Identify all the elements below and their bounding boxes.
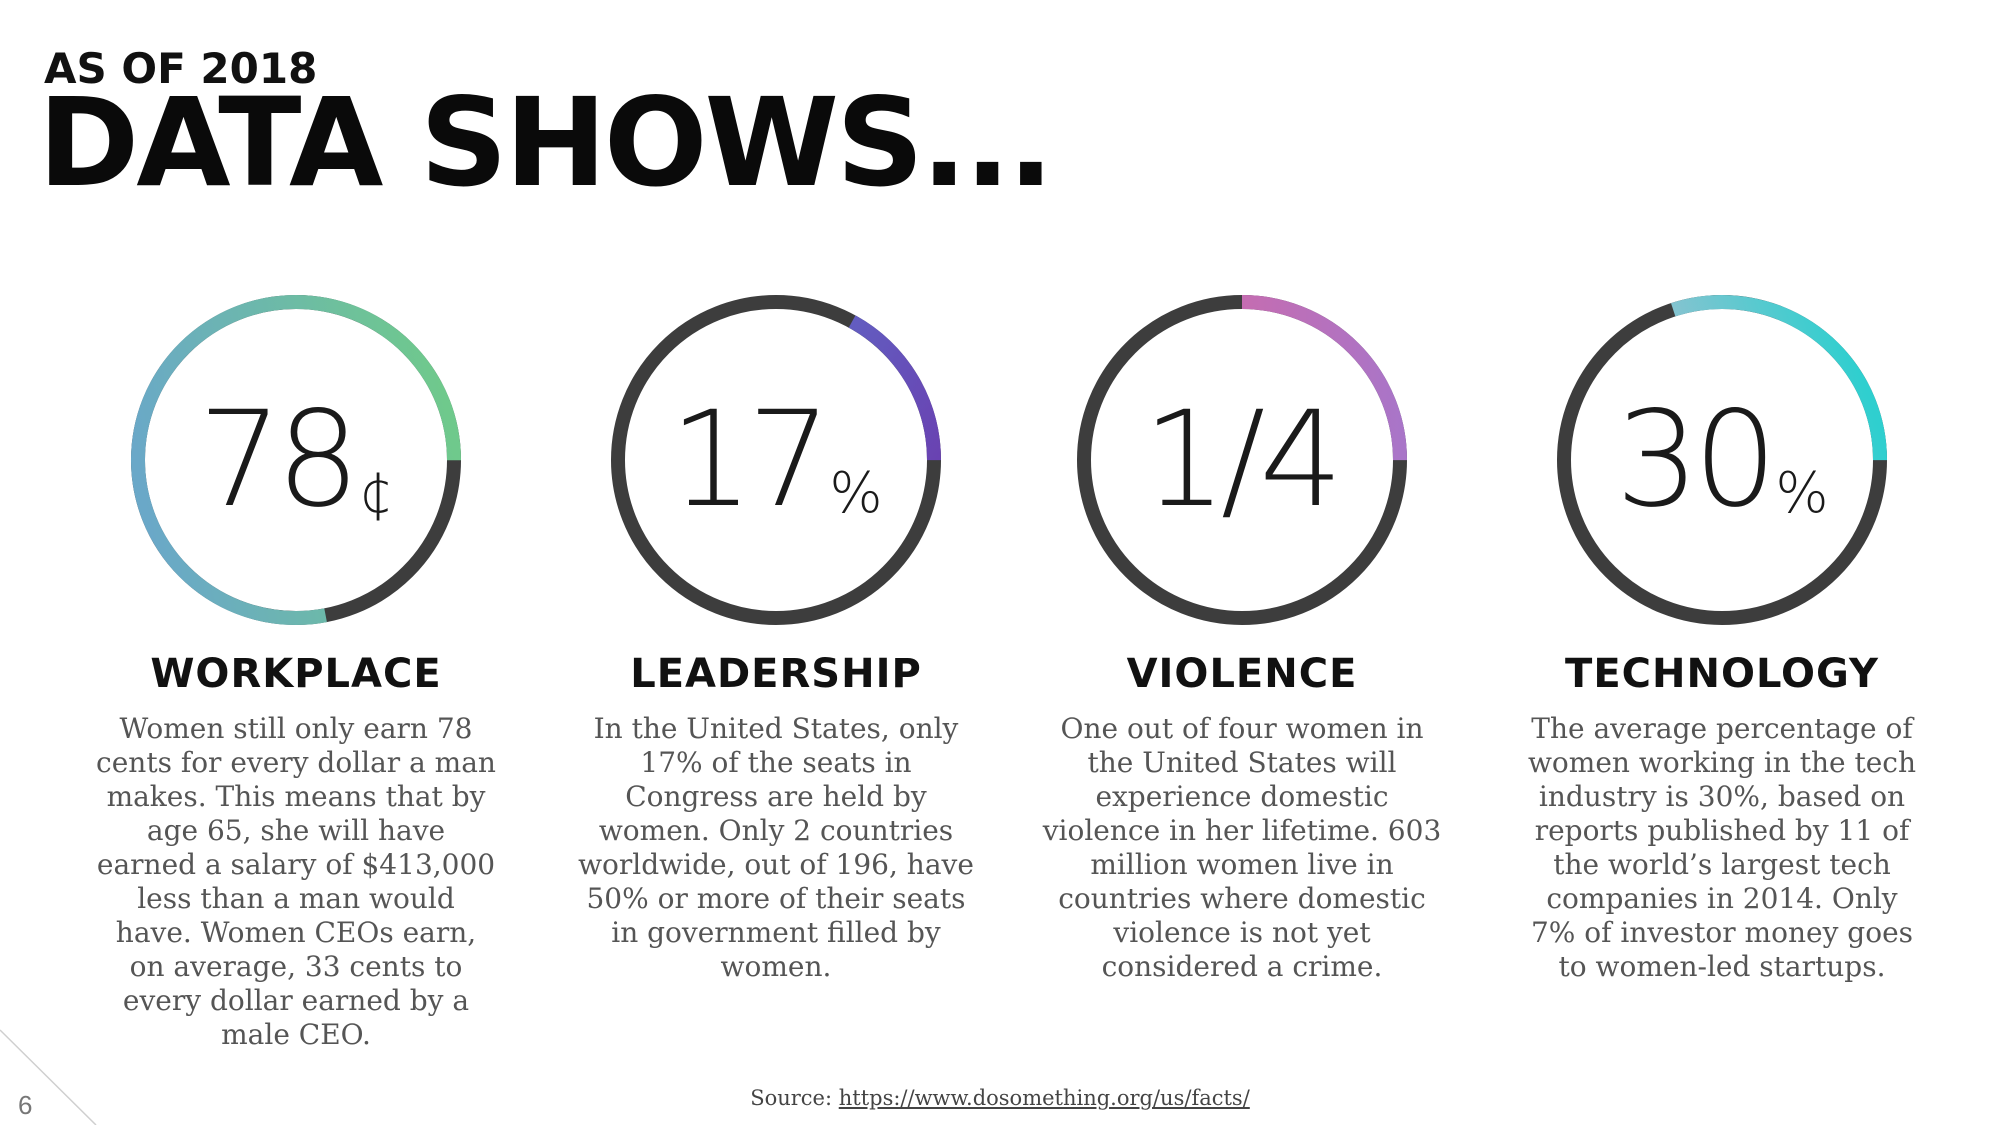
stat-label: VIOLENCE (1126, 651, 1358, 697)
stat-unit: % (1775, 461, 1829, 526)
stat-card-violence: 1/4 VIOLENCE One out of four women in th… (1002, 290, 1482, 984)
stat-description: In the United States, only 17% of the se… (578, 712, 974, 983)
stat-description: The average percentage of women working … (1527, 712, 1917, 983)
progress-ring (611, 295, 941, 625)
stat-unit: ¢ (358, 461, 394, 526)
progress-ring (1077, 295, 1407, 625)
stat-card-leadership: 17 % LEADERSHIP In the United States, on… (536, 290, 1016, 984)
stat-number: 17 (669, 383, 831, 537)
stat-card-technology: 30 % TECHNOLOGY The average percentage o… (1482, 290, 1962, 984)
stat-label: LEADERSHIP (630, 651, 922, 697)
stat-label: WORKPLACE (150, 651, 442, 697)
stat-figure: 30 % (1552, 290, 1892, 630)
stat-number: 1/4 (1142, 383, 1343, 537)
stat-description: Women still only earn 78 cents for every… (96, 712, 496, 1051)
page-number: 6 (18, 1090, 33, 1120)
source-line: Source: https://www.dosomething.org/us/f… (0, 1086, 2000, 1110)
stat-card-workplace: 78 ¢ WORKPLACE Women still only earn 78 … (56, 290, 536, 1052)
stat-description: One out of four women in the United Stat… (1042, 712, 1442, 983)
stat-figure: 78 ¢ (126, 290, 466, 630)
stat-ring-workplace: 78 ¢ (126, 290, 466, 630)
stat-ring-leadership: 17 % (606, 290, 946, 630)
page-title: DATA SHOWS... (38, 72, 1054, 214)
stat-ring-technology: 30 % (1552, 290, 1892, 630)
stat-number: 30 (1615, 383, 1777, 537)
stat-figure: 1/4 (1072, 290, 1412, 630)
header-kicker: AS OF 2018 (44, 44, 318, 93)
stat-ring-violence: 1/4 (1072, 290, 1412, 630)
source-label: Source: (750, 1086, 833, 1110)
ring-progress-arc (130, 295, 461, 625)
stat-number: 78 (198, 383, 360, 537)
progress-ring (1557, 295, 1887, 625)
ring-progress-arc (1077, 295, 1407, 625)
stat-label: TECHNOLOGY (1565, 651, 1879, 697)
stat-figure: 17 % (606, 290, 946, 630)
stat-unit: % (829, 461, 883, 526)
source-link[interactable]: https://www.dosomething.org/us/facts/ (838, 1086, 1250, 1110)
progress-ring (130, 295, 461, 625)
